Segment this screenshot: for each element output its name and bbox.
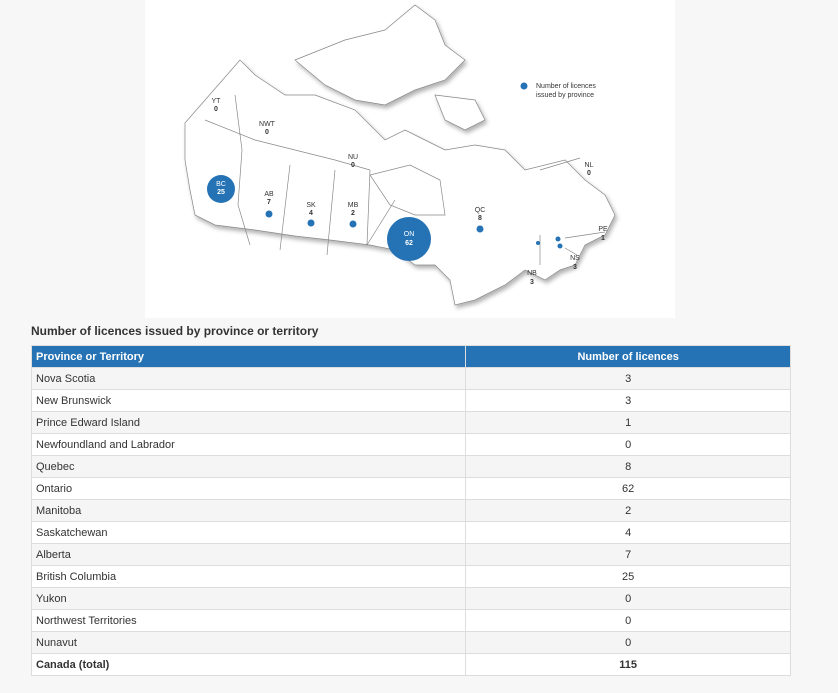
value-bc: 25 [217, 189, 225, 196]
label-nwt: NWT [259, 121, 276, 128]
licences-cell: 2 [465, 499, 791, 522]
value-on: 62 [405, 240, 413, 247]
label-nb: NB [527, 270, 537, 277]
table-row: Ontario 62 [30, 477, 791, 500]
table-caption: Number of licences issued by province or… [31, 324, 319, 338]
label-ns: NS [570, 255, 580, 262]
mb-dot [349, 220, 357, 228]
licences-cell: 7 [465, 543, 791, 566]
province-cell: Northwest Territories [30, 609, 467, 632]
licences-cell: 8 [465, 455, 791, 478]
value-nl: 0 [587, 170, 591, 177]
pe-dot [555, 236, 561, 242]
table-row: Northwest Territories 0 [30, 609, 791, 632]
ab-dot [265, 210, 273, 218]
province-cell: Nova Scotia [30, 367, 467, 390]
value-mb: 2 [351, 210, 355, 217]
label-ab: AB [264, 191, 274, 198]
ns-dot [557, 243, 563, 249]
province-cell: Alberta [30, 543, 467, 566]
table-row: Nova Scotia 3 [30, 367, 791, 390]
value-nwt: 0 [265, 129, 269, 136]
value-sk: 4 [309, 210, 313, 217]
bc-bubble [207, 175, 235, 203]
province-cell: Ontario [30, 477, 467, 500]
label-nu: NU [348, 154, 358, 161]
table-header-row: Province or Territory Number of licences [30, 345, 791, 368]
value-pe: 1 [601, 235, 605, 242]
licences-cell: 3 [465, 367, 791, 390]
licences-cell: 4 [465, 521, 791, 544]
province-cell: British Columbia [30, 565, 467, 588]
nb-dot [536, 241, 540, 245]
licences-cell: 0 [465, 631, 791, 654]
qc-dot [476, 225, 484, 233]
table-total-row: Canada (total) 115 [30, 653, 791, 676]
map-landmass [184, 4, 616, 306]
licences-cell: 1 [465, 411, 791, 434]
value-nu: 0 [351, 162, 355, 169]
province-cell: Nunavut [30, 631, 467, 654]
licences-cell: 0 [465, 587, 791, 610]
licences-cell: 0 [465, 609, 791, 632]
header-province: Province or Territory [30, 345, 467, 368]
licences-table: Province or Territory Number of licences… [30, 345, 791, 676]
label-pe: PE [598, 226, 608, 233]
value-ab: 7 [267, 199, 271, 206]
header-licences: Number of licences [465, 345, 791, 368]
legend-dot [520, 82, 528, 90]
table-row: Manitoba 2 [30, 499, 791, 522]
label-sk: SK [306, 202, 316, 209]
table-row: Prince Edward Island 1 [30, 411, 791, 434]
province-cell: Saskatchewan [30, 521, 467, 544]
table-row: Nunavut 0 [30, 631, 791, 654]
province-borders [204, 94, 606, 265]
table-row: Saskatchewan 4 [30, 521, 791, 544]
province-cell: New Brunswick [30, 389, 467, 412]
on-bubble [387, 217, 431, 261]
table-row: British Columbia 25 [30, 565, 791, 588]
legend-line1: Number of licences [536, 83, 596, 90]
table-row: Yukon 0 [30, 587, 791, 610]
licences-cell: 25 [465, 565, 791, 588]
value-yt: 0 [214, 106, 218, 113]
licences-cell: 3 [465, 389, 791, 412]
canada-map-image: Number of licences issued by province YT… [145, 0, 675, 318]
table-row: Quebec 8 [30, 455, 791, 478]
province-cell: Manitoba [30, 499, 467, 522]
table-row: New Brunswick 3 [30, 389, 791, 412]
licences-cell: 62 [465, 477, 791, 500]
table-row: Newfoundland and Labrador 0 [30, 433, 791, 456]
value-qc: 8 [478, 215, 482, 222]
value-ns: 3 [573, 264, 577, 271]
province-cell: Quebec [30, 455, 467, 478]
canada-map: Number of licences issued by province YT… [184, 4, 616, 306]
legend-line2: issued by province [536, 92, 594, 99]
label-mb: MB [348, 202, 359, 209]
label-bc: BC [216, 181, 226, 188]
province-cell: Yukon [30, 587, 467, 610]
licences-cell: 0 [465, 433, 791, 456]
table-row: Alberta 7 [30, 543, 791, 566]
value-nb: 3 [530, 279, 534, 286]
label-nl: NL [585, 162, 594, 169]
label-on: ON [404, 231, 415, 238]
licences-cell: 115 [465, 653, 791, 676]
sk-dot [307, 219, 315, 227]
province-cell: Canada (total) [30, 653, 467, 676]
province-cell: Newfoundland and Labrador [30, 433, 467, 456]
label-yt: YT [212, 98, 222, 105]
province-cell: Prince Edward Island [30, 411, 467, 434]
label-qc: QC [475, 207, 486, 214]
